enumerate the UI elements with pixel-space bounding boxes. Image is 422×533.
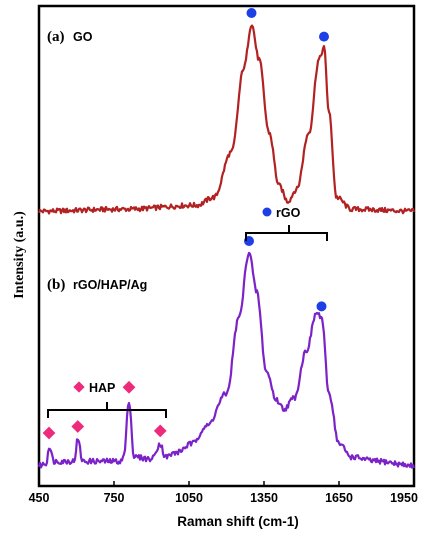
rgo-peak-marker bbox=[246, 8, 257, 18]
panel-b-name: rGO/HAP/Ag bbox=[73, 278, 147, 292]
rgo-annotation: rGO bbox=[245, 206, 328, 241]
hap-peak-marker bbox=[122, 380, 136, 394]
rgo-bracket bbox=[245, 225, 328, 241]
hap-legend-label: HAP bbox=[89, 381, 115, 395]
x-tick-label: 450 bbox=[29, 491, 50, 505]
hap-legend-marker bbox=[73, 381, 85, 393]
hap-annotation: HAP bbox=[47, 381, 167, 418]
x-axis-title: Raman shift (cm-1) bbox=[177, 514, 299, 529]
y-axis-title: Intensity (a.u.) bbox=[12, 211, 27, 299]
x-tick-label: 1050 bbox=[175, 491, 203, 505]
panel-a-name: GO bbox=[73, 30, 93, 44]
panel-b-tag: (b) bbox=[47, 277, 65, 293]
rgo-peak-marker bbox=[319, 31, 329, 42]
hap-peak-marker bbox=[71, 420, 85, 433]
rgo-legend-label: rGO bbox=[276, 206, 301, 220]
x-tick-label: 1650 bbox=[325, 491, 353, 505]
series-go-line bbox=[37, 24, 416, 215]
spectra bbox=[37, 24, 416, 469]
panel-a-tag: (a) bbox=[47, 29, 65, 45]
plot-frame bbox=[37, 4, 416, 488]
series-rgo-hap-ag-line bbox=[37, 251, 416, 469]
hap-peak-marker bbox=[42, 426, 56, 440]
peak-markers bbox=[42, 8, 329, 440]
x-tick-label: 1950 bbox=[390, 491, 418, 505]
rgo-peak-marker bbox=[316, 301, 327, 312]
x-tick-label: 1350 bbox=[250, 491, 278, 505]
x-ticks: 450 750 1050 1350 1650 1950 bbox=[29, 481, 418, 505]
hap-peak-marker bbox=[153, 424, 167, 438]
rgo-legend-marker bbox=[262, 207, 272, 217]
x-tick-label: 750 bbox=[104, 491, 125, 505]
hap-bracket bbox=[47, 402, 167, 418]
